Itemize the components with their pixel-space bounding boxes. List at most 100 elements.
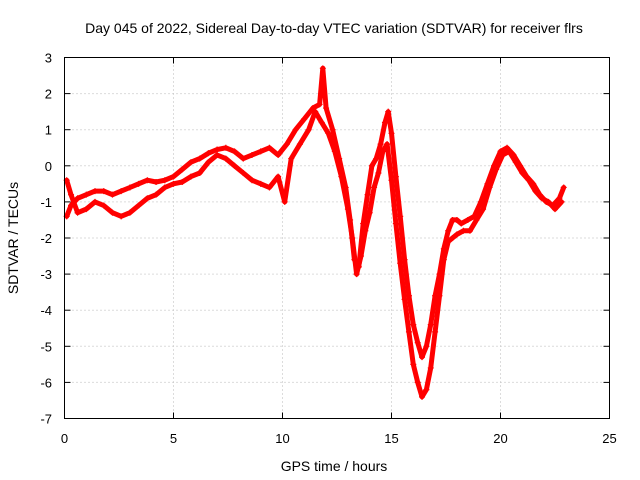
x-tick-label: 5 (170, 431, 177, 446)
data-point (214, 146, 221, 153)
data-point (92, 198, 99, 205)
data-point (366, 209, 373, 216)
data-point (170, 180, 177, 187)
data-point (205, 150, 212, 157)
data-point (364, 191, 371, 198)
data-point (440, 256, 447, 263)
data-point (385, 108, 392, 115)
data-point (118, 188, 125, 195)
data-point (323, 105, 330, 112)
data-point (275, 173, 282, 180)
tick-layer: 0 5 10 15 20 25 -7 -6 -5 -4 -3 -2 -1 0 1 2 3 (40, 51, 616, 447)
data-point (405, 328, 412, 335)
data-point (414, 339, 421, 346)
data-point (401, 296, 408, 303)
data-point (214, 151, 221, 158)
data-point (432, 328, 439, 335)
data-point (153, 191, 160, 198)
data-point (329, 126, 336, 133)
data-point (556, 195, 563, 202)
data-point (283, 141, 290, 148)
data-point (445, 227, 452, 234)
data-point (401, 256, 408, 263)
data-point (118, 213, 125, 220)
data-point (266, 144, 273, 151)
data-point (499, 151, 506, 158)
data-point (512, 159, 519, 166)
data-point (144, 195, 151, 202)
data-point (405, 292, 412, 299)
data-point (196, 155, 203, 162)
data-point (427, 321, 434, 328)
data-point (161, 177, 168, 184)
data-point (506, 148, 513, 155)
data-point (275, 151, 282, 158)
data-point (83, 206, 90, 213)
data-point (449, 235, 456, 241)
data-point (419, 354, 426, 361)
data-point (257, 180, 264, 187)
data-point (281, 198, 288, 205)
data-point (83, 191, 90, 198)
data-point (453, 216, 460, 223)
data-point (538, 195, 545, 202)
data-point (187, 173, 194, 180)
y-tick-label: -5 (40, 339, 52, 354)
data-point (423, 386, 430, 393)
data-point (473, 216, 480, 223)
data-point (222, 144, 229, 151)
y-tick-label: 2 (45, 87, 52, 102)
data-point (460, 227, 467, 234)
data-point (68, 191, 75, 198)
data-point (126, 184, 133, 191)
data-point (100, 188, 107, 195)
y-tick-label: 1 (45, 123, 52, 138)
data-point (240, 155, 247, 162)
data-point (144, 177, 151, 184)
data-point (525, 177, 532, 184)
data-point (179, 166, 186, 173)
series-layer (63, 65, 567, 400)
data-point (373, 155, 380, 162)
data-point (357, 253, 364, 260)
x-tick-label: 20 (493, 431, 507, 446)
data-point (464, 216, 471, 223)
data-point (410, 321, 417, 328)
x-tick-label: 25 (602, 431, 616, 446)
data-point (486, 184, 493, 191)
data-point (266, 184, 273, 191)
data-point (170, 173, 177, 180)
data-point (100, 202, 107, 209)
data-point (331, 148, 338, 155)
data-point (205, 159, 212, 166)
data-point (318, 119, 325, 126)
data-point (248, 151, 255, 158)
data-point (109, 209, 116, 216)
y-tick-label: -1 (40, 195, 52, 210)
data-point (349, 235, 356, 241)
data-point (74, 209, 81, 216)
data-point (379, 148, 386, 155)
data-point (231, 148, 238, 155)
data-point (388, 130, 395, 137)
data-point (305, 126, 312, 133)
grid-layer (64, 57, 610, 419)
data-point (92, 188, 99, 195)
data-point (196, 170, 203, 177)
data-point (179, 179, 186, 186)
data-point (388, 177, 395, 184)
x-tick-label: 10 (275, 431, 289, 446)
data-point (453, 231, 460, 238)
data-point (312, 108, 319, 115)
data-point (519, 170, 526, 177)
data-point (458, 220, 465, 227)
data-point (552, 206, 558, 213)
y-axis-title: SDTVAR / TECUs (5, 182, 21, 294)
y-tick-label: -6 (40, 375, 52, 390)
data-point (423, 343, 430, 350)
data-point (310, 105, 317, 112)
chart-title: Day 045 of 2022, Sidereal Day-to-day VTE… (85, 20, 583, 36)
data-point (353, 271, 360, 278)
data-point (410, 361, 417, 368)
